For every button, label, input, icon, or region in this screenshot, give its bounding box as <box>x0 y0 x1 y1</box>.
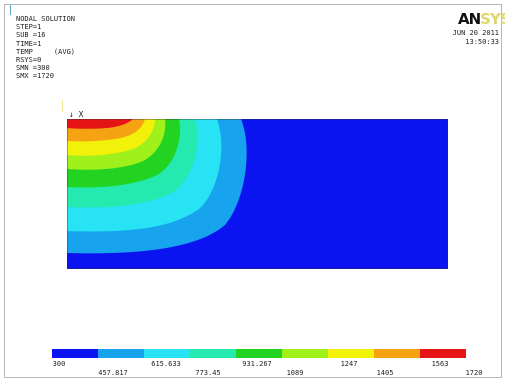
legend-label: 1563 <box>431 360 449 368</box>
legend-swatch-7 <box>328 349 374 358</box>
date-label: JUN 20 2011 <box>452 29 499 37</box>
legend-swatch-8 <box>374 349 420 358</box>
substep-label: SUB =16 <box>16 31 46 40</box>
legend-swatch-5 <box>236 349 282 358</box>
contour-band-9 <box>67 119 133 129</box>
corner-marker <box>10 5 11 15</box>
x-axis-label: X <box>78 110 84 119</box>
legend-swatch-2 <box>98 349 144 358</box>
ansys-logo: ANSYS <box>458 10 505 28</box>
origin-marker <box>62 100 63 112</box>
axis-triad: ↓ X <box>69 110 84 119</box>
legend-label: 300 <box>52 360 66 368</box>
step-label: STEP=1 <box>16 23 42 32</box>
smx-label: SMX =1720 <box>16 72 54 81</box>
time-label: 13:50:33 <box>465 38 499 46</box>
legend-swatch-3 <box>144 349 190 358</box>
solution-info: NODAL SOLUTION STEP=1 SUB =16 TIME=1 TEMP (A… <box>16 15 75 81</box>
legend-label: 1405 <box>376 369 394 377</box>
contour-plot <box>67 119 448 269</box>
temp-label: TEMP (AVG) <box>16 47 76 56</box>
legend-label: 773.45 <box>195 369 221 377</box>
time-label: TIME=1 <box>16 39 42 48</box>
legend-label: 1720 <box>465 369 483 377</box>
legend-label: 457.817 <box>98 369 128 377</box>
smn-label: SMN =300 <box>16 64 50 73</box>
legend-swatch-4 <box>190 349 236 358</box>
rsys-label: RSYS=0 <box>16 56 42 65</box>
legend-label: 1089 <box>286 369 304 377</box>
legend-label: 1247 <box>340 360 358 368</box>
color-legend <box>52 349 466 358</box>
viewport-frame <box>4 4 502 378</box>
legend-swatch-6 <box>282 349 328 358</box>
legend-label: 931.267 <box>242 360 272 368</box>
legend-label: 615.633 <box>151 360 181 368</box>
timestamp: JUN 20 2011 13:50:33 <box>437 29 499 47</box>
legend-swatch-1 <box>52 349 98 358</box>
legend-swatch-9 <box>420 349 466 358</box>
plot-title: NODAL SOLUTION <box>16 15 76 23</box>
